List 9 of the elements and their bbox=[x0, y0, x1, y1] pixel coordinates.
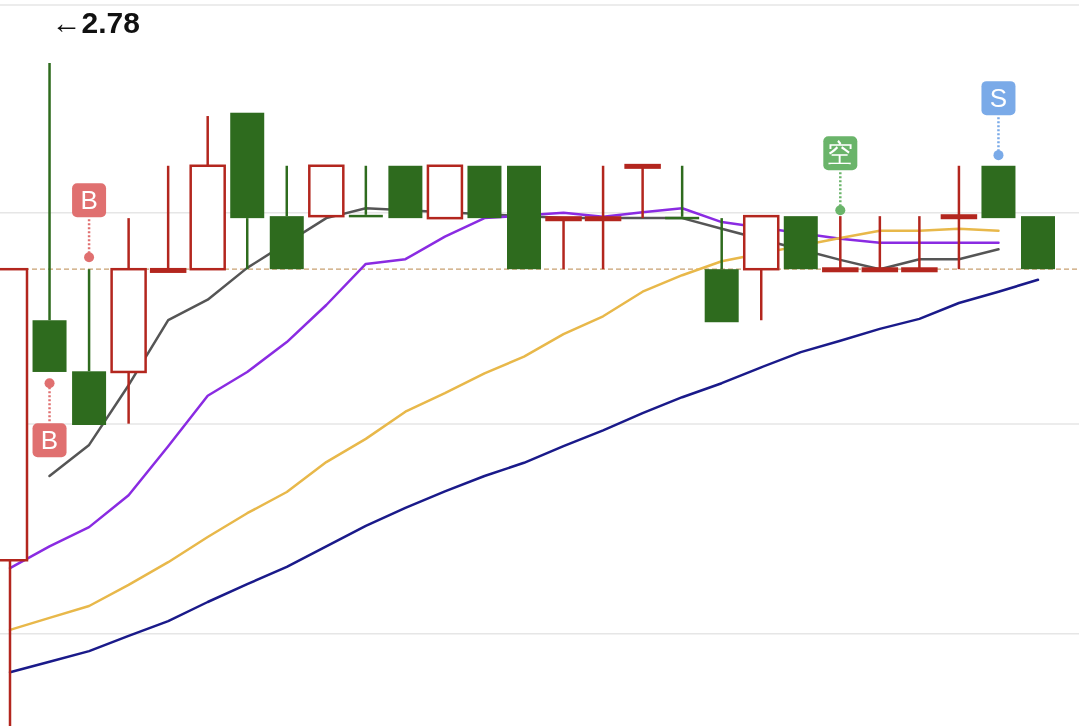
signal: B bbox=[72, 183, 107, 263]
series-label: S bbox=[989, 83, 1008, 114]
legend-label: B bbox=[40, 425, 59, 456]
point bbox=[84, 252, 95, 263]
text: ←2.78 bbox=[51, 6, 140, 39]
point bbox=[993, 150, 1004, 161]
series-label: 空 bbox=[827, 138, 854, 169]
point bbox=[835, 205, 846, 216]
point bbox=[44, 378, 55, 389]
